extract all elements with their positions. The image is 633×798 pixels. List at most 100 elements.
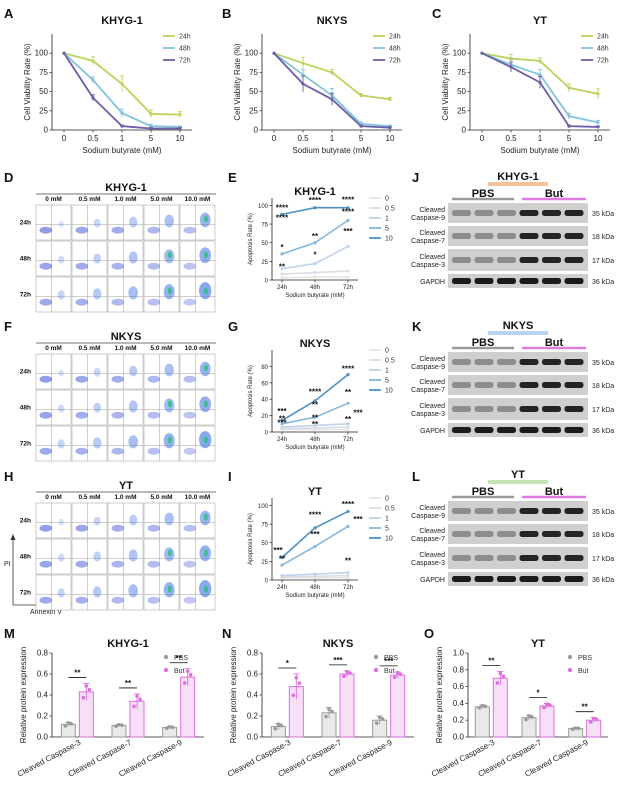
apoptotic-cluster xyxy=(92,288,102,300)
flow-plot-cell xyxy=(179,240,216,277)
flow-plot-cell xyxy=(35,276,72,313)
but-group-label: But xyxy=(545,337,564,349)
flow-plot-frame xyxy=(71,353,108,390)
y-tick-label: 0.6 xyxy=(453,682,465,691)
flow-plot-cell xyxy=(107,538,144,575)
legend-label-72h: 72h xyxy=(597,58,609,65)
data-point-10 xyxy=(346,206,350,210)
blot-band xyxy=(452,359,471,365)
y-tick-label: 50 xyxy=(261,241,268,247)
blot-row-label-2: Caspase-7 xyxy=(411,238,445,245)
blot-row-label-1: GAPDH xyxy=(420,577,445,584)
significance-mark: * xyxy=(536,688,540,697)
data-point-10 xyxy=(313,206,317,210)
panel-letter-I: I xyxy=(228,469,232,484)
replicate-point xyxy=(66,721,71,725)
panel-letter-O: O xyxy=(424,626,434,641)
chart-B-title: NKYS xyxy=(317,15,348,27)
live-cluster xyxy=(183,298,197,306)
flow-plot-cell xyxy=(71,425,108,462)
flow-plot-frame xyxy=(143,240,180,277)
data-point-0.5 xyxy=(313,270,317,275)
blot-row-label-1: Cleaved xyxy=(419,552,445,559)
flow-plot-cell xyxy=(179,276,216,313)
flow-time-label: 24h xyxy=(20,220,31,227)
replicate-point xyxy=(374,721,379,725)
data-point-5 xyxy=(313,241,317,245)
apoptotic-cluster xyxy=(164,512,174,526)
data-point-10 xyxy=(280,556,284,560)
blot-band xyxy=(519,508,539,514)
legend-label-10: 10 xyxy=(385,536,393,543)
live-cluster xyxy=(111,596,125,604)
dense-core xyxy=(167,436,172,444)
flow-title-H: YT xyxy=(119,480,133,492)
apoptotic-cluster xyxy=(93,253,102,264)
blot-band xyxy=(519,576,539,582)
blot-band xyxy=(542,406,561,412)
data-point-0.5 xyxy=(313,426,317,430)
data-point-72h xyxy=(120,124,124,128)
significance-mark: **** xyxy=(276,213,289,222)
dense-core xyxy=(167,251,172,259)
legend-label-0.5: 0.5 xyxy=(385,506,395,513)
blot-membrane xyxy=(448,226,588,246)
blot-band xyxy=(497,382,516,388)
live-cluster xyxy=(147,375,161,383)
blot-band xyxy=(497,555,516,561)
replicate-point xyxy=(342,674,346,679)
significance-mark: *** xyxy=(310,530,320,539)
flow-plot-cell xyxy=(143,389,180,426)
live-cluster xyxy=(75,524,89,532)
replicate-point xyxy=(297,681,302,685)
blot-band xyxy=(519,382,539,388)
legend-label-0: 0 xyxy=(385,496,389,503)
pbs-group-label: PBS xyxy=(472,486,495,498)
live-cluster xyxy=(75,375,89,383)
blot-band xyxy=(542,278,561,284)
x-tick-label: 5 xyxy=(359,134,364,143)
x-axis-label: Sodium butyrate (mM) xyxy=(82,146,161,155)
apoptotic-cluster xyxy=(128,400,138,413)
data-point-1 xyxy=(346,570,350,575)
bar-But xyxy=(180,676,196,738)
flow-plot-cell xyxy=(35,574,72,611)
blot-membrane xyxy=(448,274,588,288)
live-cluster xyxy=(111,298,125,306)
chart-M-title: KHYG-1 xyxy=(107,638,149,650)
legend-label-0.5: 0.5 xyxy=(385,358,395,365)
flow-conc-header: 10.0 mM xyxy=(185,345,211,352)
chart-G: NKYS 0 20 40 60 80 24h 48h 72h Sodium butyrate (m… xyxy=(248,338,395,451)
blot-band xyxy=(474,406,494,412)
x-tick-label: 24h xyxy=(277,585,287,591)
blot-band xyxy=(497,576,516,582)
live-cluster xyxy=(147,298,161,306)
y-tick-label: 0.4 xyxy=(247,691,259,700)
significance-mark: *** xyxy=(353,409,363,418)
apoptotic-cluster xyxy=(164,214,174,228)
replicate-point xyxy=(594,717,599,722)
blot-band xyxy=(564,382,584,388)
live-cluster xyxy=(39,560,53,568)
legend-label-72h: 72h xyxy=(179,58,191,65)
flow-conc-header: 5.0 mM xyxy=(150,345,172,352)
panel-letter-E: E xyxy=(228,170,237,185)
significance-mark: *** xyxy=(333,656,343,665)
x-axis-label: Sodium butyrate (mM) xyxy=(292,146,371,155)
replicate-point xyxy=(114,724,118,728)
x-tick-label: 5 xyxy=(149,134,154,143)
panel-letter-K: K xyxy=(412,319,422,334)
apoptotic-cluster xyxy=(93,551,102,562)
blot-row-label-1: Cleaved xyxy=(419,505,445,512)
flow-conc-header: 0.5 mM xyxy=(78,494,100,501)
data-point-10 xyxy=(280,418,284,423)
flow-conc-header: 1.0 mM xyxy=(114,196,136,203)
data-point-5 xyxy=(346,401,350,405)
blot-band xyxy=(564,210,584,216)
blot-membrane xyxy=(448,423,588,437)
blot-band xyxy=(474,233,494,239)
y-tick-label: 75 xyxy=(261,523,268,529)
flow-plot-cell xyxy=(35,240,72,277)
replicate-point xyxy=(120,723,124,727)
